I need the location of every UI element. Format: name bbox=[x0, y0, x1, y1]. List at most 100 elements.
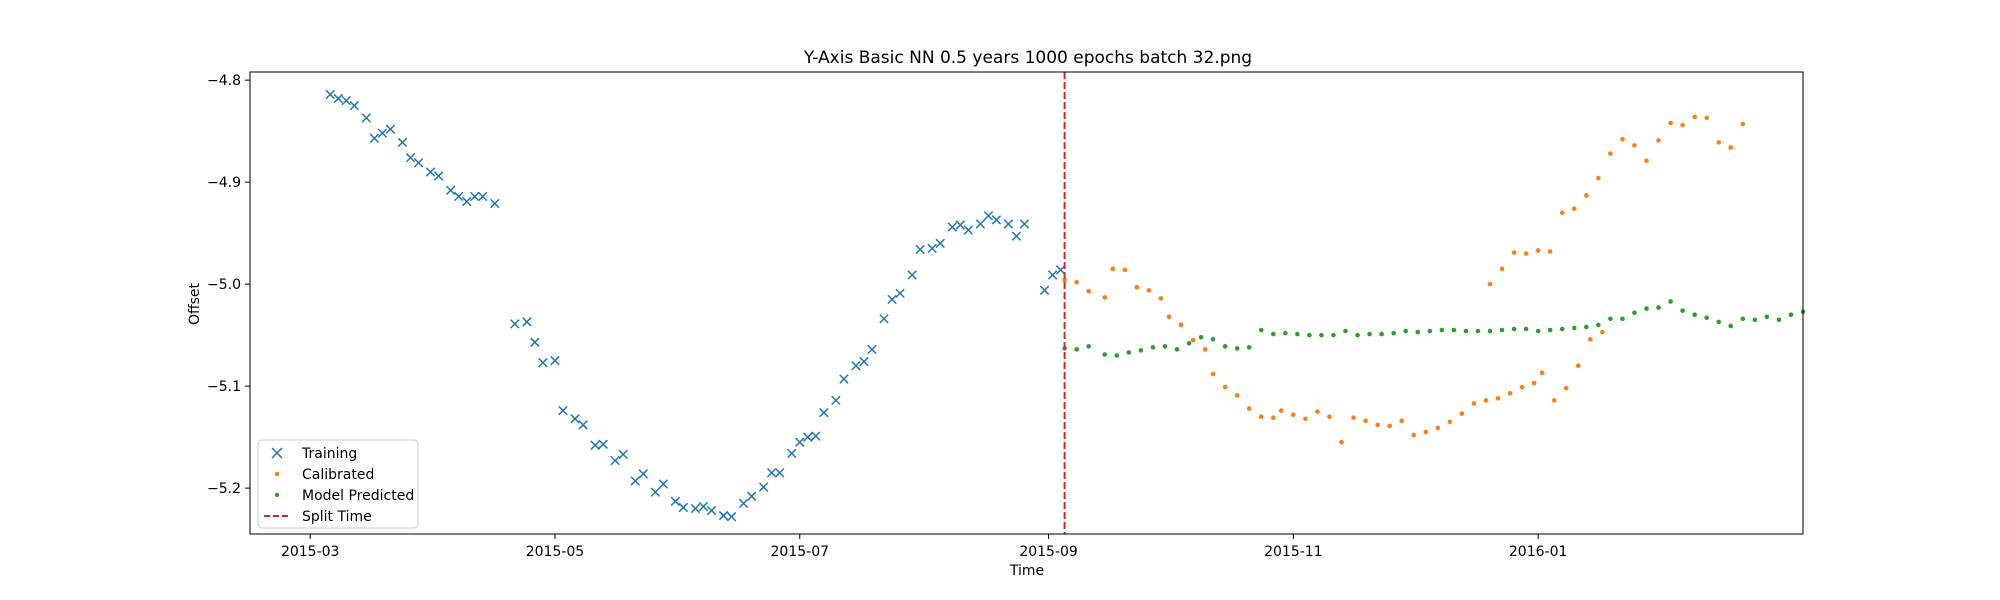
calibrated-point bbox=[1571, 206, 1577, 211]
x-tick-label: 2015-05 bbox=[526, 544, 585, 560]
calibrated-point bbox=[1511, 250, 1517, 255]
calibrated-point bbox=[1102, 295, 1108, 300]
training-point-stroke bbox=[490, 198, 500, 209]
training-point bbox=[831, 395, 841, 406]
model-predicted-point bbox=[1620, 316, 1625, 322]
training-point-stroke bbox=[610, 455, 620, 466]
y-axis-title: Offset bbox=[187, 282, 203, 325]
model-predicted-point bbox=[1343, 328, 1348, 334]
training-point bbox=[530, 337, 540, 347]
training-point-stroke bbox=[811, 431, 821, 441]
model-predicted-point bbox=[1258, 327, 1264, 333]
calibrated-point bbox=[1620, 137, 1625, 142]
calibrated-point bbox=[1375, 422, 1380, 428]
model-predicted-point bbox=[1584, 324, 1589, 330]
calibrated-point bbox=[1411, 432, 1417, 438]
training-point-stroke bbox=[469, 191, 480, 202]
training-point-stroke bbox=[425, 167, 436, 177]
training-point-stroke bbox=[819, 407, 829, 418]
calibrated-point bbox=[1222, 384, 1228, 390]
model-predicted-point bbox=[1210, 336, 1216, 342]
training-point bbox=[405, 152, 416, 163]
training-point bbox=[490, 198, 500, 209]
training-point bbox=[963, 225, 974, 235]
calibrated-point bbox=[1588, 336, 1593, 342]
training-point bbox=[774, 468, 785, 478]
training-point bbox=[839, 374, 849, 384]
training-point bbox=[955, 220, 966, 230]
training-point bbox=[795, 437, 805, 447]
calibrated-point bbox=[1435, 425, 1441, 431]
training-point-stroke bbox=[461, 196, 472, 207]
calibrated-point bbox=[1483, 398, 1489, 403]
calibrated-point bbox=[1134, 284, 1140, 290]
training-point-stroke bbox=[558, 405, 568, 416]
training-point bbox=[915, 244, 925, 255]
training-point-stroke bbox=[385, 124, 396, 134]
y-tick-label: −5.1 bbox=[207, 379, 241, 395]
calibrated-point bbox=[1523, 251, 1529, 256]
training-point-stroke bbox=[746, 491, 757, 501]
training-point-stroke bbox=[963, 225, 974, 235]
training-point bbox=[935, 238, 945, 249]
plot-frame bbox=[249, 71, 1804, 535]
calibrated-point bbox=[1575, 363, 1581, 369]
calibrated-point bbox=[1363, 418, 1368, 424]
training-point-stroke bbox=[851, 360, 861, 371]
calibrated-point bbox=[1632, 143, 1637, 148]
model-predicted-point bbox=[1632, 310, 1637, 315]
training-point bbox=[947, 222, 957, 232]
model-predicted-point bbox=[1776, 317, 1782, 323]
legend-entry-training: Training bbox=[271, 446, 357, 462]
model-predicted-point bbox=[1511, 326, 1517, 332]
training-point bbox=[819, 407, 829, 418]
legend-entry-model-predicted: Model Predicted bbox=[274, 488, 414, 504]
calibrated-point bbox=[1551, 398, 1557, 403]
calibrated-point bbox=[1487, 281, 1493, 287]
training-point bbox=[1055, 265, 1066, 275]
training-point-stroke bbox=[678, 502, 689, 513]
legend-marker-calibrated bbox=[274, 471, 280, 477]
training-point bbox=[1011, 231, 1022, 241]
training-point-stroke bbox=[578, 420, 588, 430]
training-point bbox=[610, 455, 620, 466]
training-point-stroke bbox=[787, 448, 797, 459]
calibrated-point bbox=[1728, 145, 1734, 150]
training-point bbox=[361, 113, 372, 123]
model-predicted-point bbox=[1668, 299, 1673, 304]
calibrated-point bbox=[1644, 158, 1649, 164]
training-point-stroke bbox=[706, 505, 717, 516]
model-predicted-point bbox=[1162, 344, 1168, 349]
calibrated-point bbox=[1471, 401, 1477, 406]
training-point bbox=[469, 191, 480, 202]
training-point bbox=[349, 100, 360, 111]
x-tick-label: 2015-11 bbox=[1264, 544, 1323, 560]
training-point bbox=[1039, 285, 1050, 295]
legend: Training Calibrated Model Predicted Spli… bbox=[257, 439, 419, 529]
calibrated-point bbox=[1499, 266, 1505, 272]
calibrated-point bbox=[1740, 121, 1746, 127]
training-point-stroke bbox=[726, 511, 737, 522]
legend-label-training: Training bbox=[301, 446, 357, 462]
training-point-stroke bbox=[839, 374, 849, 384]
model-predicted-point bbox=[1788, 312, 1794, 318]
model-predicted-point bbox=[1644, 306, 1649, 311]
model-predicted-point bbox=[1295, 331, 1300, 337]
training-point bbox=[738, 498, 749, 509]
model-predicted-point bbox=[1559, 326, 1565, 332]
calibrated-point bbox=[1535, 248, 1541, 253]
training-point-stroke bbox=[538, 357, 548, 368]
training-point bbox=[698, 501, 709, 512]
model-predicted-point bbox=[1656, 305, 1661, 310]
calibrated-point bbox=[1423, 429, 1429, 435]
model-predicted-point bbox=[1319, 332, 1324, 338]
model-predicted-point bbox=[1571, 325, 1577, 331]
training-point bbox=[433, 171, 444, 181]
calibrated-point bbox=[1447, 419, 1453, 425]
training-point-stroke bbox=[341, 95, 352, 106]
training-point-stroke bbox=[361, 113, 372, 123]
training-point bbox=[538, 357, 548, 368]
training-point bbox=[895, 288, 905, 299]
calibrated-point bbox=[1327, 414, 1332, 420]
